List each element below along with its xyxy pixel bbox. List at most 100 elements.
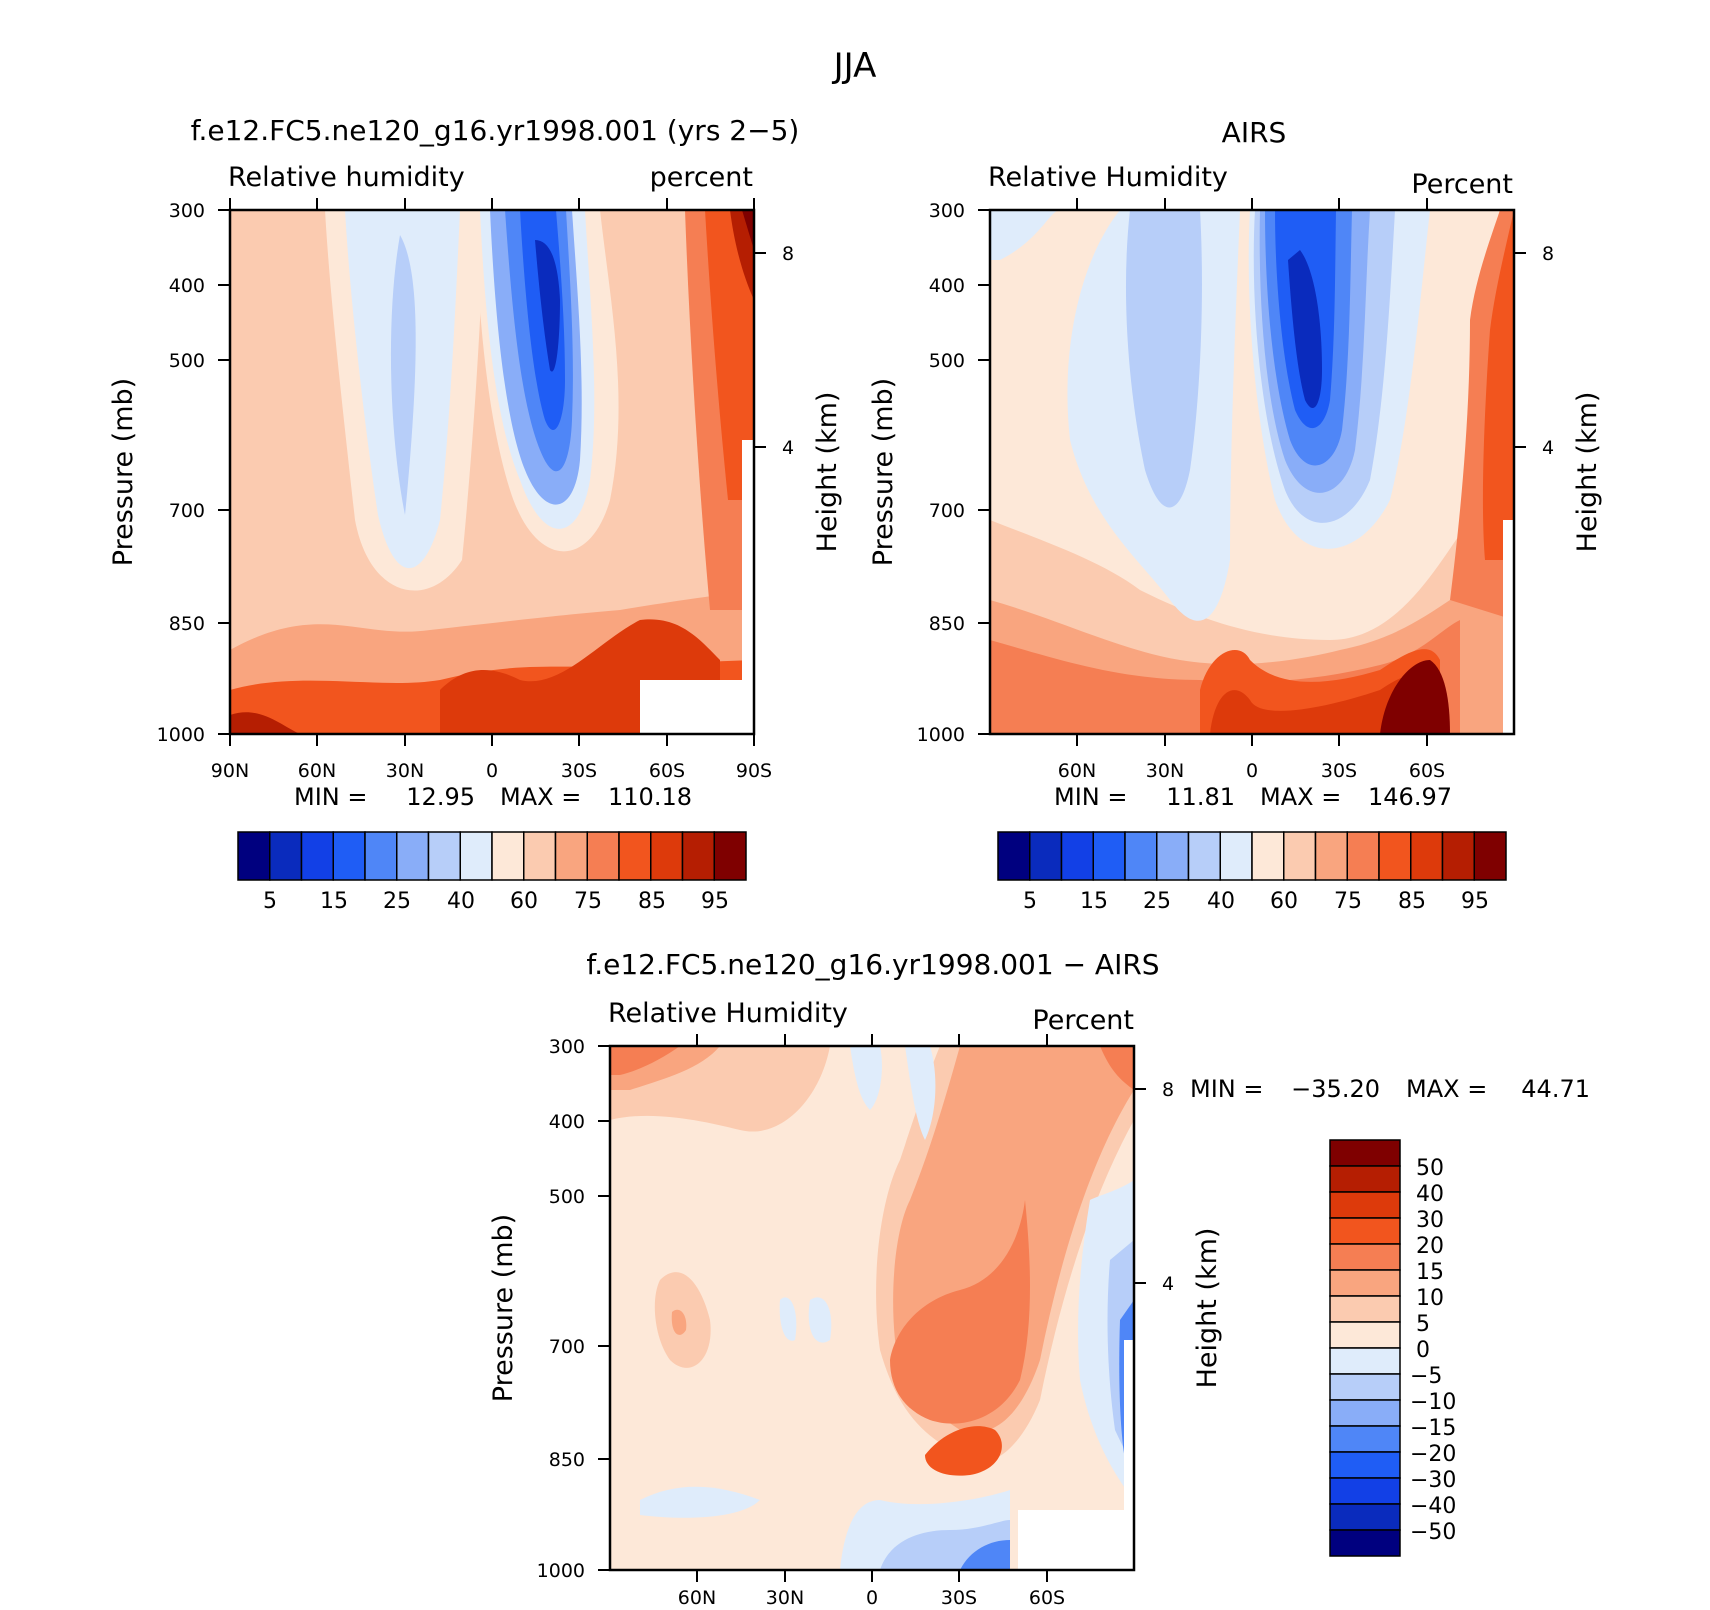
y-tick-label: 1000 [537,1560,585,1582]
panel-model-min-value: 12.95 [406,783,475,811]
x-tick-label: 30S [941,1587,977,1609]
colorbar-swatch [1329,1477,1401,1505]
x-tick-label: 0 [866,1587,878,1609]
colorbar-swatch [1283,831,1317,881]
colorbar-swatch [459,831,493,881]
colorbar-label: 60 [510,889,538,914]
colorbar-swatch [713,831,747,881]
colorbar-label: 15 [320,889,348,914]
panel-diff-max-value: 44.71 [1521,1075,1590,1103]
colorbar-label: 40 [1207,889,1235,914]
y-tick-label: 850 [549,1449,585,1471]
y2-tick-label: 4 [1542,437,1554,459]
colorbar-swatch [1329,1399,1401,1427]
colorbar-swatch [997,831,1031,881]
y2-tick-label: 8 [1542,243,1554,265]
colorbar-swatch [364,831,398,881]
colorbar-swatch [1060,831,1094,881]
panel-diff: f.e12.FC5.ne120_g16.yr1998.001 − AIRS Re… [488,948,1590,1609]
panel-model-min-label: MIN = [294,783,367,811]
panel-model-colorbar [237,831,747,881]
x-tick-label: 0 [486,760,498,782]
colorbar-swatch [1329,1347,1401,1375]
colorbar-swatch [1124,831,1158,881]
x-tick-label: 60N [678,1587,716,1609]
colorbar-label: 20 [1416,1234,1444,1259]
colorbar-swatch [1329,1373,1401,1401]
panel-airs-y-tick-labels: 300 400 500 700 850 1000 8 4 [917,200,1554,746]
colorbar-label: −15 [1410,1416,1456,1441]
panel-airs-max-label: MAX = [1260,783,1341,811]
colorbar-swatch [269,831,303,881]
panel-airs-y-ticks [978,209,1526,735]
colorbar-label: 95 [701,889,729,914]
x-tick-label: 30S [561,760,597,782]
y-tick-label: 500 [549,1186,585,1208]
colorbar-label: 5 [1416,1312,1430,1337]
colorbar-swatch [1029,831,1063,881]
panel-airs-colorbar-labels: 5 15 25 40 60 75 85 95 [1023,889,1489,914]
x-tick-label: 90S [736,760,772,782]
colorbar-label: −20 [1410,1442,1456,1467]
panel-model-x-ticks [229,198,755,746]
colorbar-swatch [237,831,271,881]
panel-diff-y-axis-label: Pressure (mb) [488,1214,519,1402]
panel-diff-colorbar-labels: 50 40 30 20 15 10 5 0 −5 −10 −15 −20 −30… [1410,1156,1456,1545]
panel-diff-y2-axis-label: Height (km) [1192,1228,1223,1389]
panel-airs-x-ticks [1076,198,1428,746]
colorbar-swatch [1092,831,1126,881]
colorbar-swatch [1441,831,1475,881]
colorbar-label: 60 [1270,889,1298,914]
colorbar-swatch [618,831,652,881]
colorbar-swatch [1219,831,1253,881]
panel-diff-title: Relative Humidity [608,998,848,1029]
y-tick-label: 300 [169,200,205,222]
colorbar-swatch [1329,1503,1401,1531]
colorbar-swatch [1329,1139,1401,1167]
colorbar-swatch [1251,831,1285,881]
x-tick-label: 60S [649,760,685,782]
colorbar-swatch [300,831,334,881]
colorbar-swatch [1329,1165,1401,1193]
y-tick-label: 700 [929,500,965,522]
y-tick-label: 400 [169,275,205,297]
colorbar-swatch [1156,831,1190,881]
panel-airs-case-title: AIRS [1222,116,1287,149]
panel-airs-units: Percent [1411,169,1513,200]
panel-model-max-value: 110.18 [608,783,692,811]
panel-model-units: percent [650,162,753,193]
panel-airs-min-value: 11.81 [1166,783,1235,811]
panel-airs-colorbar [997,831,1507,881]
colorbar-swatch [1329,1295,1401,1323]
y2-tick-label: 4 [782,437,794,459]
colorbar-label: 15 [1416,1260,1444,1285]
colorbar-label: 40 [447,889,475,914]
y-tick-label: 1000 [917,724,965,746]
panel-model-case-title: f.e12.FC5.ne120_g16.yr1998.001 (yrs 2−5) [191,114,800,147]
y-tick-label: 500 [169,350,205,372]
panel-diff-field [610,1046,1134,1570]
panel-airs-min-label: MIN = [1054,783,1127,811]
colorbar-swatch [1329,1425,1401,1453]
panel-diff-y-ticks [598,1045,1146,1571]
colorbar-label: −5 [1410,1364,1442,1389]
panel-diff-max-label: MAX = [1406,1075,1487,1103]
colorbar-label: 5 [263,889,277,914]
colorbar-swatch [1329,1269,1401,1297]
panel-model: f.e12.FC5.ne120_g16.yr1998.001 (yrs 2−5)… [108,114,843,914]
x-tick-label: 60N [298,760,336,782]
panel-model-y-ticks [218,209,766,735]
colorbar-label: 85 [1398,889,1426,914]
colorbar-swatch [681,831,715,881]
colorbar-label: 25 [1143,889,1171,914]
panel-diff-x-ticks [696,1034,1048,1582]
colorbar-swatch [396,831,430,881]
colorbar-swatch [1329,1217,1401,1245]
colorbar-swatch [586,831,620,881]
colorbar-label: 0 [1416,1338,1430,1363]
panel-model-colorbar-labels: 5 15 25 40 60 75 85 95 [263,889,729,914]
y-tick-label: 850 [169,613,205,635]
panel-diff-colorbar [1329,1139,1401,1557]
panel-model-y2-axis-label: Height (km) [812,392,843,553]
